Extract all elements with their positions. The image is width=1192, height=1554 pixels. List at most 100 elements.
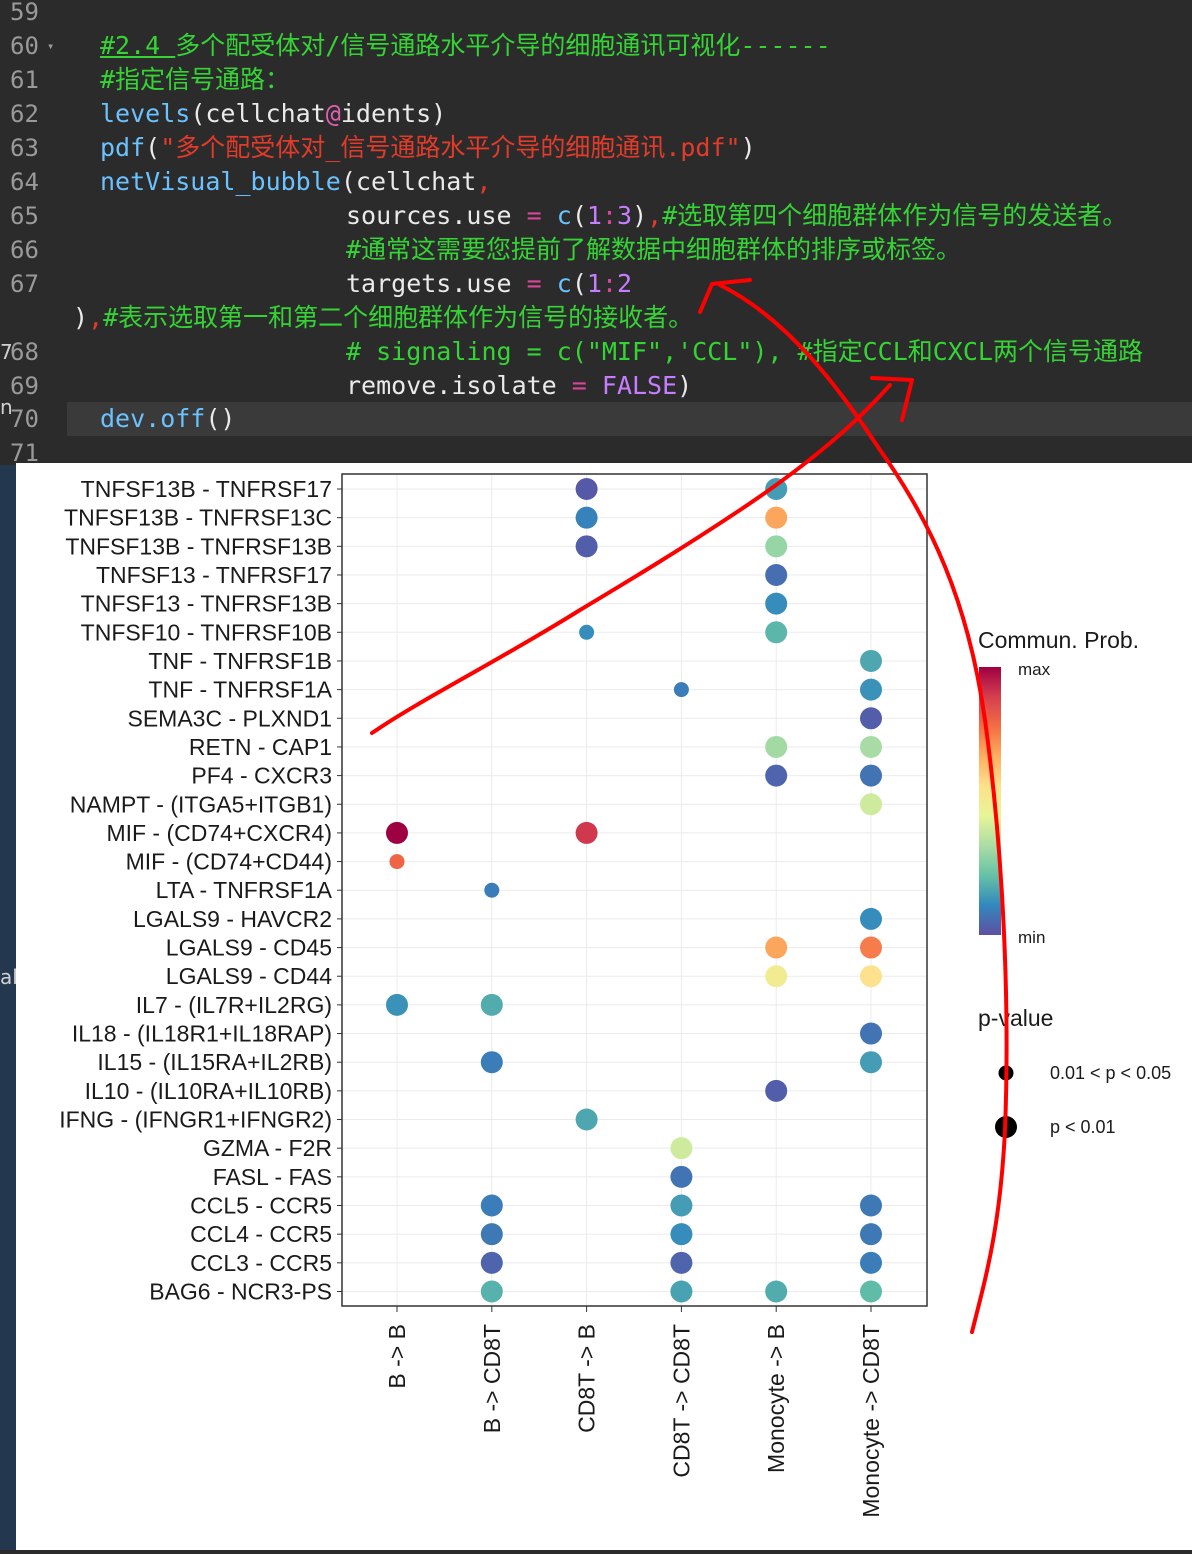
code-line[interactable]: ),#表示选取第一和第二个细胞群体作为信号的接收者。: [0, 301, 1192, 335]
y-tick-label: SEMA3C - PLXND1: [127, 705, 332, 731]
code-token: [587, 371, 602, 400]
code-token: idents: [340, 99, 432, 128]
bubble-point: [765, 764, 788, 787]
y-tick-label: MIF - (CD74+CXCR4): [106, 820, 332, 846]
code-editor[interactable]: 59 60 ▾ #2.4 多个配受体对/信号通路水平介导的细胞通讯可视化------ 6…: [0, 0, 1192, 465]
y-tick-label: IL18 - (IL18R1+IL18RAP): [72, 1021, 332, 1047]
colorbar-title: Commun. Prob.: [978, 627, 1139, 653]
x-tick-label: B -> B: [384, 1324, 410, 1389]
code-token: (: [145, 133, 161, 162]
code-token: cellchat: [355, 167, 477, 196]
y-tick-label: LGALS9 - CD45: [166, 935, 332, 961]
bubble-point: [484, 882, 500, 898]
code-token: #指定信号通路：: [100, 65, 291, 94]
code-line[interactable]: 64 netVisual_bubble(cellchat,: [0, 165, 1192, 199]
background-window-text: al: [0, 965, 18, 989]
x-tick-label: CD8T -> B: [574, 1324, 600, 1433]
code-line[interactable]: 71: [0, 436, 1192, 465]
y-tick-label: CCL4 - CCR5: [190, 1221, 332, 1247]
bubble-point: [480, 1223, 503, 1246]
bubble-point: [575, 478, 598, 500]
code-token: ): [73, 303, 89, 332]
code-token: c: [556, 269, 572, 298]
code-text: #2.4 多个配受体对/信号通路水平介导的细胞通讯可视化------: [100, 29, 831, 63]
code-line[interactable]: 69 remove.isolate = FALSE): [0, 369, 1192, 403]
y-tick-label: NAMPT - (ITGA5+ITGB1): [70, 791, 332, 817]
bubble-point: [386, 993, 408, 1016]
code-text: sources.use = c(1:3),#选取第四个细胞群体作为信号的发送者。: [346, 199, 1127, 233]
bubble-point: [860, 936, 882, 959]
size-legend-key: [995, 1116, 1017, 1138]
bubble-point: [860, 1194, 882, 1217]
bubble-point: [860, 1022, 882, 1045]
code-token: ): [632, 201, 648, 230]
size-legend-label: 0.01 < p < 0.05: [1050, 1063, 1171, 1083]
background-window-text: n: [0, 395, 13, 419]
bubble-point: [765, 592, 788, 615]
code-token: 3: [617, 201, 633, 230]
code-token: ): [740, 133, 756, 162]
code-line[interactable]: 70 dev.off(): [0, 402, 1192, 436]
y-tick-label: IL7 - (IL7R+IL2RG): [136, 992, 332, 1018]
bubble-point: [670, 1137, 693, 1160]
x-tick-label: CD8T -> CD8T: [668, 1324, 694, 1478]
colorbar-max-label: max: [1018, 660, 1051, 679]
code-token: ,: [476, 167, 492, 196]
code-token: ): [677, 371, 693, 400]
y-tick-label: TNFSF13 - TNFRSF13B: [81, 591, 332, 617]
line-number: 67: [10, 270, 39, 298]
y-tick-label: PF4 - CXCR3: [191, 763, 332, 789]
bubble-point: [480, 1051, 503, 1074]
code-line[interactable]: 59: [0, 0, 1192, 29]
code-line[interactable]: 66 #通常这需要您提前了解数据中细胞群体的排序或标签。: [0, 233, 1192, 267]
line-number: 62: [10, 100, 39, 128]
line-number: 66: [10, 236, 39, 264]
bubble-point: [765, 1079, 788, 1102]
line-number: 70: [10, 405, 39, 433]
bubble-point: [765, 965, 788, 988]
bubble-point: [670, 1251, 693, 1274]
code-line[interactable]: 65 sources.use = c(1:3),#选取第四个细胞群体作为信号的发送…: [0, 199, 1192, 233]
code-token: ,: [647, 201, 663, 230]
bubble-point: [860, 764, 882, 787]
code-line[interactable]: 68 # signaling = c("MIF",'CCL"), #指定CCL和C…: [0, 335, 1192, 369]
bubble-point: [670, 1165, 693, 1188]
code-token: ,: [88, 303, 104, 332]
line-number: 61: [10, 66, 39, 94]
code-token: (: [340, 167, 356, 196]
code-text: netVisual_bubble(cellchat,: [100, 165, 491, 199]
bubble-point: [575, 821, 598, 844]
code-text: ),#表示选取第一和第二个细胞群体作为信号的接收者。: [73, 301, 693, 335]
code-token: targets.use: [346, 269, 527, 298]
code-text: pdf("多个配受体对_信号通路水平介导的细胞通讯.pdf"): [100, 131, 756, 165]
y-tick-label: GZMA - F2R: [203, 1135, 332, 1161]
colorbar: [979, 667, 1001, 935]
y-tick-label: TNF - TNFRSF1A: [148, 677, 332, 703]
y-tick-label: IFNG - (IFNGR1+IFNGR2): [59, 1107, 332, 1133]
bubble-point: [765, 506, 788, 529]
y-tick-label: LGALS9 - CD44: [166, 963, 332, 989]
x-tick-label: B -> CD8T: [479, 1324, 505, 1433]
background-window-text: 7: [0, 340, 13, 364]
fold-toggle-icon[interactable]: ▾: [47, 39, 55, 53]
y-tick-label: IL10 - (IL10RA+IL10RB): [85, 1078, 332, 1104]
y-tick-label: TNF - TNFRSF1B: [148, 648, 332, 674]
code-line[interactable]: 62 levels(cellchat@idents): [0, 97, 1192, 131]
bubble-point: [765, 621, 788, 644]
code-text: levels(cellchat@idents): [100, 97, 446, 131]
bubble-point: [579, 624, 595, 640]
y-tick-label: LTA - TNFRSF1A: [156, 877, 333, 903]
code-token: 1: [586, 201, 602, 230]
bubble-point: [860, 649, 882, 672]
code-token: #通常这需要您提前了解数据中细胞群体的排序或标签。: [346, 235, 962, 264]
bubble-point: [765, 936, 788, 959]
code-token: (: [571, 201, 587, 230]
x-tick-label: Monocyte -> B: [763, 1324, 789, 1473]
code-line[interactable]: 67 targets.use = c(1:2: [0, 267, 1192, 301]
line-number: 64: [10, 168, 39, 196]
code-line[interactable]: 60 ▾ #2.4 多个配受体对/信号通路水平介导的细胞通讯可视化------: [0, 29, 1192, 63]
code-line[interactable]: 63 pdf("多个配受体对_信号通路水平介导的细胞通讯.pdf"): [0, 131, 1192, 165]
bubble-point: [860, 1051, 882, 1074]
code-line[interactable]: 61 #指定信号通路：: [0, 63, 1192, 97]
